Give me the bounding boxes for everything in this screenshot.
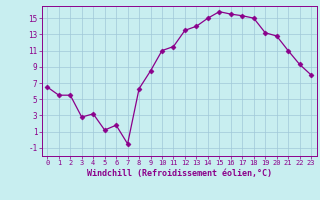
X-axis label: Windchill (Refroidissement éolien,°C): Windchill (Refroidissement éolien,°C) (87, 169, 272, 178)
